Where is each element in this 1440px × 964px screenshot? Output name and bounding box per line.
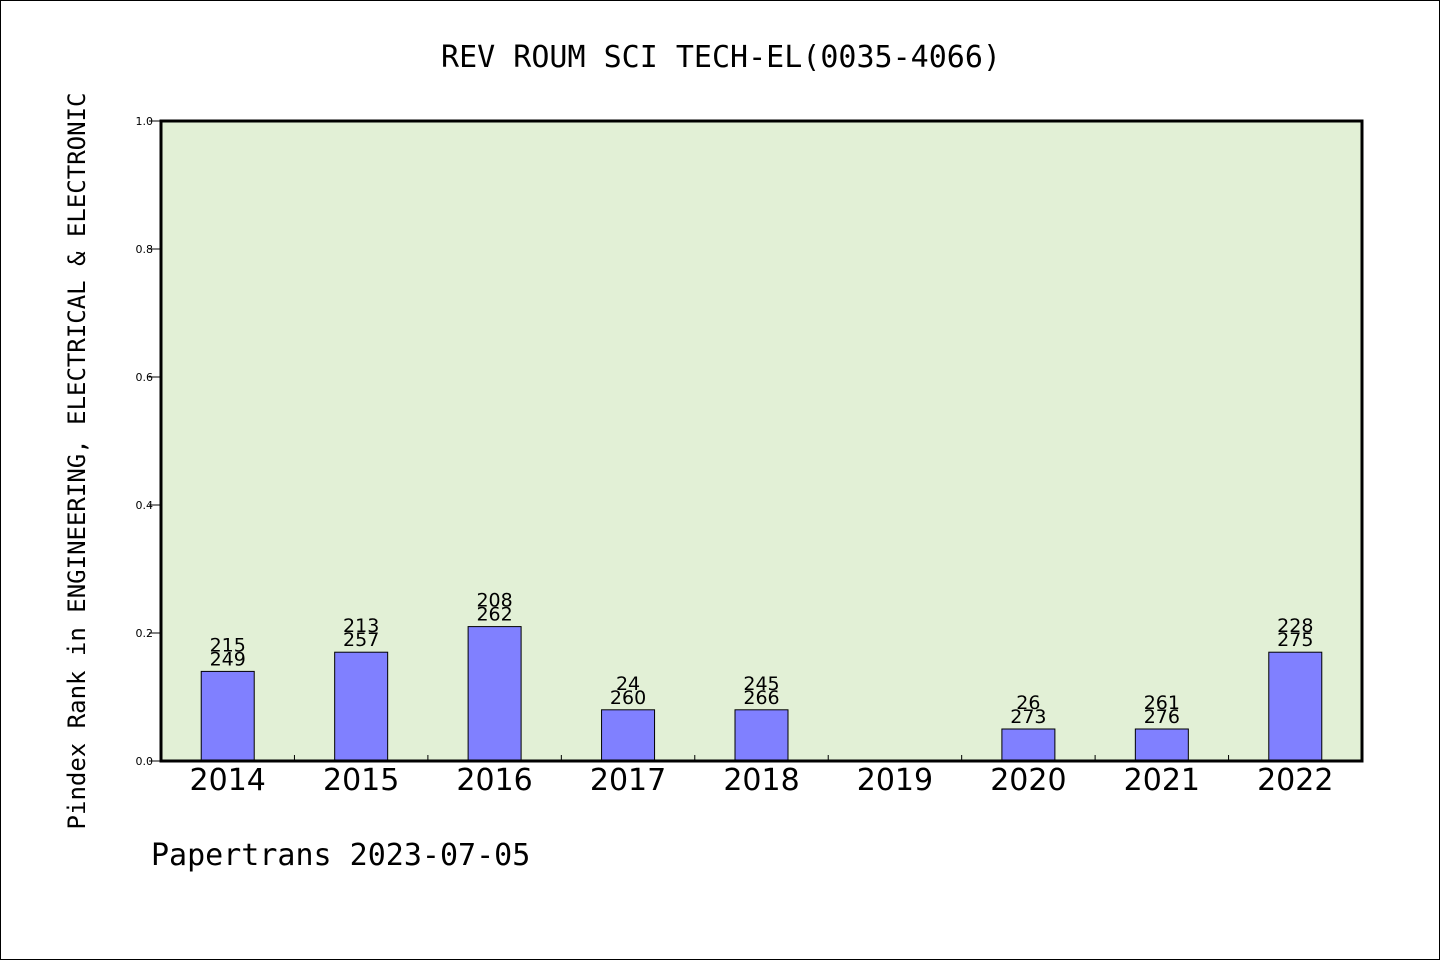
total-label-2022: 275 [1277,629,1313,651]
bar-2021 [1134,728,1189,762]
y-tick-label: 0.8 [136,243,154,256]
total-label-2018: 266 [743,687,779,709]
x-tick-label-2018: 2018 [723,763,799,798]
rank-label-2017: 24 [616,673,640,695]
rank-label-2018: 245 [743,673,779,695]
x-tick-label-2014: 2014 [190,763,266,798]
x-tick-label-2020: 2020 [990,763,1066,798]
x-tick-label-2017: 2017 [590,763,666,798]
y-axis-label: Pindex Rank in ENGINEERING, ELECTRICAL &… [63,93,91,830]
total-label-2014: 249 [210,648,246,670]
y-tick-label: 0.6 [136,371,154,384]
footer-credit: Papertrans 2023-07-05 [151,838,530,873]
chart-title: REV ROUM SCI TECH-EL(0035-4066) [441,40,1001,75]
bar-2022 [1268,651,1323,762]
total-label-2021: 276 [1144,706,1180,728]
bar-2014 [200,670,255,762]
rank-label-2016: 208 [476,590,512,612]
y-tick-label: 1.0 [136,115,154,128]
bar-2018 [734,709,789,762]
rank-label-2021: 261 [1144,692,1180,714]
bar-2016 [467,626,522,762]
total-label-2020: 273 [1010,706,1046,728]
rank-label-2014: 215 [210,634,246,656]
rank-label-2015: 213 [343,615,379,637]
rank-label-2022: 228 [1277,615,1313,637]
bar-2017 [601,709,656,762]
total-label-2015: 257 [343,629,379,651]
x-axis: 2014 2015 2016 2017 2018 2019 2020 2021 2022 [190,755,1333,798]
x-tick-label-2019: 2019 [857,763,933,798]
rank-label-2020: 26 [1016,692,1040,714]
y-tick-label: 0.4 [136,499,154,512]
y-tick-label: 0.0 [136,755,154,768]
x-tick-label-2016: 2016 [456,763,532,798]
y-axis: 0.0 0.2 0.4 0.6 0.8 1.0 [136,115,161,768]
total-label-2017: 260 [610,687,646,709]
plot-border [159,119,1364,763]
y-tick-label: 0.2 [136,627,154,640]
x-tick-label-2022: 2022 [1257,763,1333,798]
bar-2020 [1001,728,1056,762]
x-tick-label-2015: 2015 [323,763,399,798]
total-label-2016: 262 [476,604,512,626]
bar-2015 [334,651,389,762]
x-tick-label-2021: 2021 [1124,763,1200,798]
